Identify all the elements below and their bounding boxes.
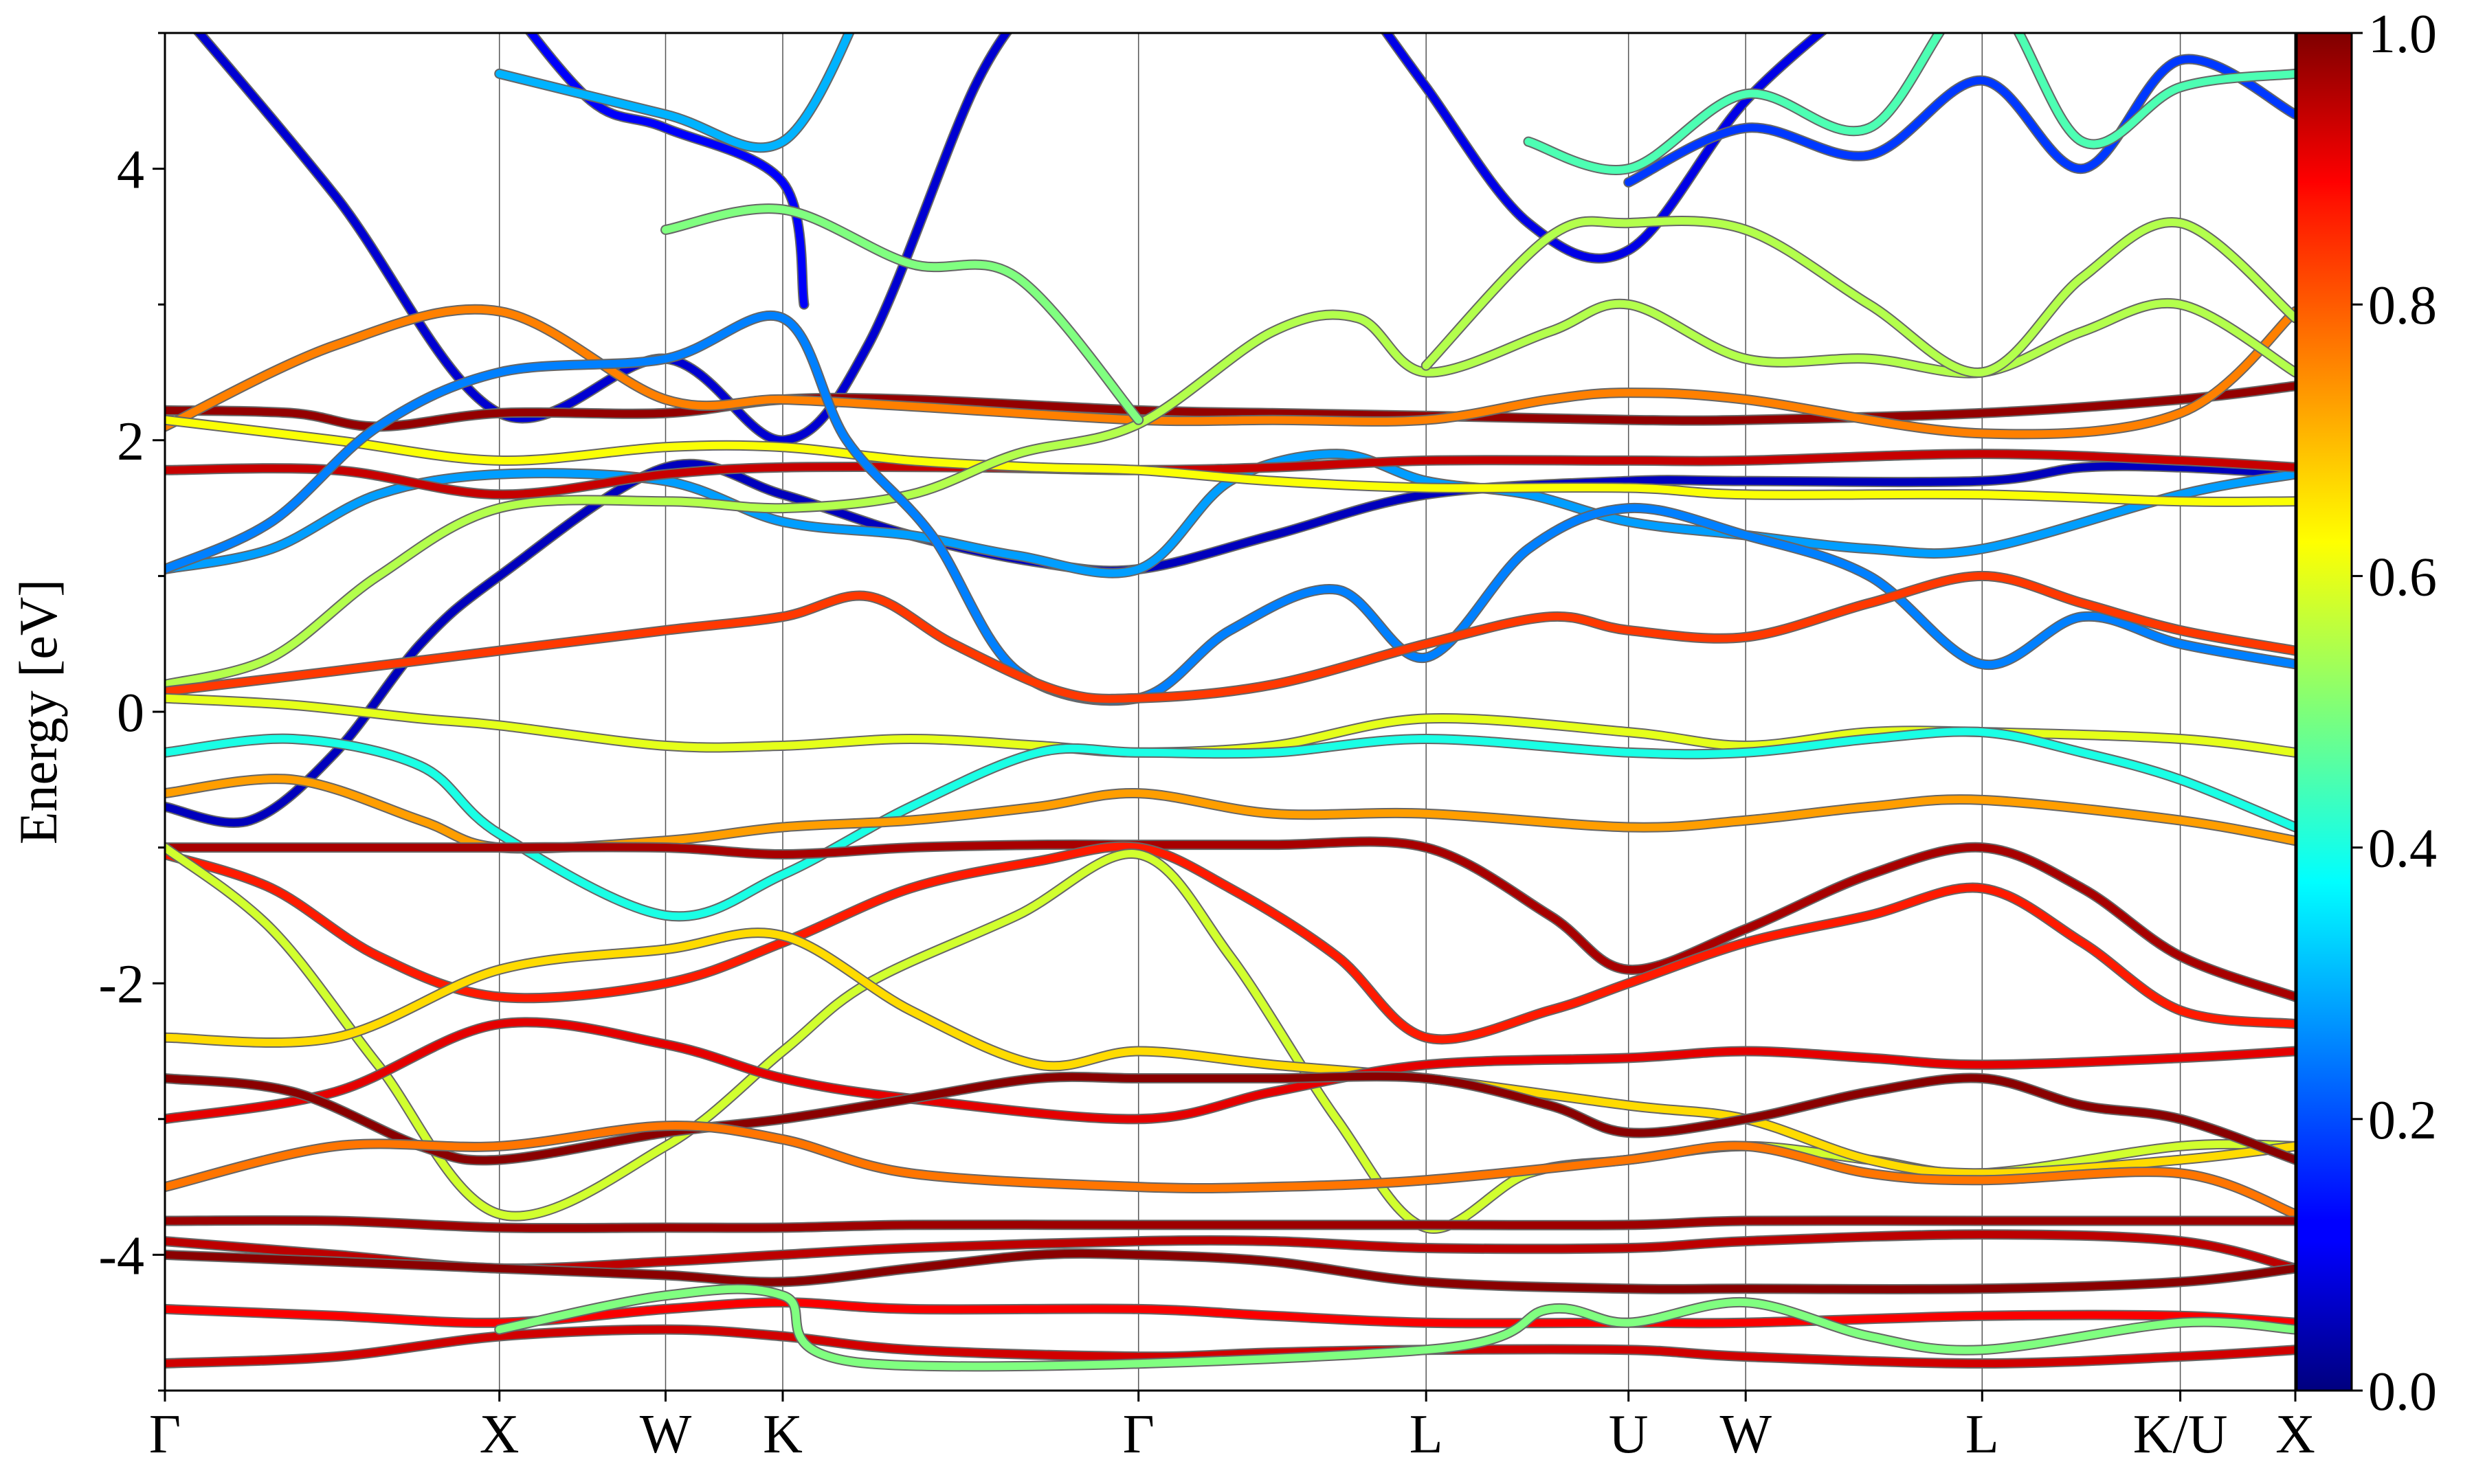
band-line	[165, 311, 2295, 705]
colorbar-tick-label: 1.0	[2368, 4, 2437, 65]
band-line-outline	[165, 570, 2295, 704]
y-tick-label: 4	[117, 140, 144, 201]
band-line	[495, 33, 854, 152]
x-tick-label: L	[1409, 1404, 1443, 1465]
band-line	[165, 305, 2295, 438]
x-tick-label: W	[1719, 1404, 1772, 1465]
colorbar	[2295, 32, 2353, 1392]
band-line	[165, 450, 2295, 499]
band-line	[165, 842, 2295, 1044]
band-line	[165, 382, 2295, 431]
band-line	[495, 1285, 2295, 1371]
band-lines	[165, 33, 2295, 1372]
band-line-outline	[660, 203, 1144, 425]
x-tick-label: Γ	[149, 1404, 181, 1465]
x-tick-label: L	[1965, 1404, 1999, 1465]
band-line	[194, 33, 1011, 445]
x-tick-label: W	[640, 1404, 692, 1465]
colorbar-tick-label: 0.4	[2368, 819, 2437, 879]
y-tick-label: -4	[98, 1226, 144, 1286]
band-line	[662, 205, 1143, 424]
band-line	[165, 416, 2295, 506]
band-line	[165, 694, 2295, 756]
x-tick-label: K	[763, 1404, 803, 1465]
colorbar-tick-label: 0.6	[2368, 547, 2437, 607]
band-line	[526, 33, 808, 308]
band-line-outline	[192, 33, 1013, 446]
x-tick-label: U	[1609, 1404, 1649, 1465]
band-line	[1625, 55, 2295, 186]
colorbar-tick-label: 0.8	[2368, 276, 2437, 336]
band-line-outline	[494, 33, 855, 153]
y-axis-label: Energy [eV]	[8, 579, 68, 844]
x-tick-label: Γ	[1123, 1404, 1155, 1465]
band-line	[165, 1018, 2295, 1123]
band-line	[165, 1250, 2295, 1294]
band-line	[1422, 217, 2295, 376]
band-line	[165, 1122, 2295, 1218]
band-line	[165, 837, 2295, 1001]
band-line	[165, 1216, 2295, 1233]
band-line	[165, 775, 2295, 853]
colorbar-ticks: 0.0 0.2 0.4 0.6 0.8 1.0	[2352, 4, 2437, 1422]
x-tick-label: X	[2275, 1404, 2315, 1465]
y-tick-label: 2	[117, 412, 144, 472]
colorbar-tick-label: 0.0	[2368, 1362, 2437, 1422]
high-symmetry-lines	[498, 33, 2181, 1391]
band-line-outline	[165, 841, 2295, 1045]
x-axis-ticks: Γ X W K Γ L U W L K/U X	[149, 1391, 2315, 1465]
y-axis-ticks: -4 -2 0 2 4	[98, 32, 165, 1392]
colorbar-tick-label: 0.2	[2368, 1090, 2437, 1151]
band-line	[165, 728, 2295, 921]
band-line	[165, 450, 2295, 577]
x-tick-label: X	[480, 1404, 520, 1465]
y-tick-label: 0	[117, 683, 144, 743]
band-line	[1524, 33, 2295, 174]
band-line-outline	[165, 928, 2295, 1179]
band-line-outline	[165, 774, 2295, 854]
y-tick-label: -2	[98, 954, 144, 1015]
band-line	[1382, 33, 1826, 262]
band-line	[165, 929, 2295, 1178]
x-tick-label: K/U	[2133, 1404, 2228, 1465]
band-line	[165, 1072, 2295, 1165]
band-line	[165, 1325, 2295, 1367]
band-line	[165, 572, 2295, 703]
